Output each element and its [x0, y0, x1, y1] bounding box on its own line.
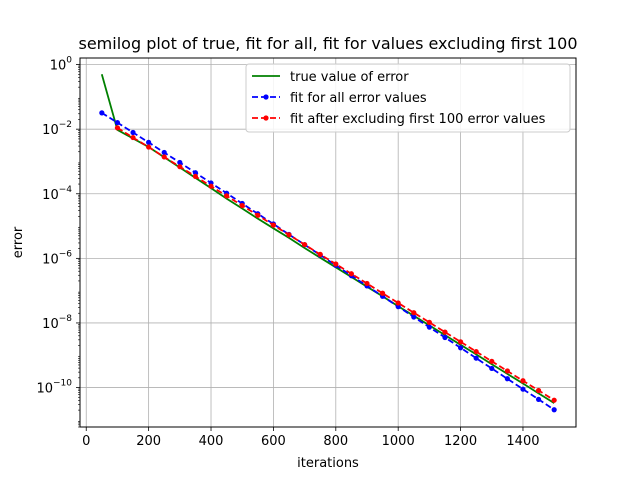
data-point — [504, 368, 510, 374]
legend-label: true value of error — [290, 70, 409, 85]
data-point — [473, 348, 479, 355]
legend-label: fit after excluding first 100 error valu… — [290, 112, 546, 127]
series-line — [101, 112, 555, 411]
data-point — [255, 212, 261, 218]
legend-box — [245, 63, 571, 133]
data-point — [114, 119, 121, 126]
data-point — [177, 159, 183, 166]
data-point — [333, 261, 339, 267]
x-axis-label: iterations — [297, 456, 359, 471]
data-point — [489, 358, 495, 364]
x-tick-label: 200 — [136, 434, 161, 449]
data-point — [348, 271, 354, 277]
data-point — [520, 378, 526, 384]
x-tick-label: 1400 — [506, 434, 539, 449]
data-point — [520, 386, 526, 392]
y-axis-label: error — [11, 226, 26, 258]
data-point — [551, 397, 557, 403]
x-tick-label: 800 — [323, 434, 348, 449]
data-point — [317, 251, 323, 257]
x-tick-label: 600 — [261, 434, 286, 449]
data-point — [146, 144, 152, 150]
data-point — [161, 154, 167, 160]
legend-marker — [263, 115, 269, 121]
series-3 — [114, 125, 557, 403]
data-point — [130, 129, 136, 136]
data-point — [99, 110, 105, 116]
series-line — [100, 74, 555, 404]
data-point — [224, 193, 230, 199]
data-point — [442, 334, 448, 341]
data-point — [395, 304, 401, 310]
legend-label: fit for all error values — [290, 91, 427, 106]
y-tick-label: 10−8 — [42, 314, 72, 332]
y-tick-label: 10−2 — [42, 120, 72, 138]
data-point — [504, 376, 510, 382]
legend-marker — [263, 94, 269, 100]
data-point — [302, 241, 308, 248]
y-tick-label: 10−6 — [42, 249, 72, 267]
data-point — [364, 280, 370, 287]
data-point — [114, 125, 121, 131]
series-layer — [99, 74, 557, 413]
data-point — [146, 139, 152, 145]
x-tick-label: 1200 — [444, 434, 477, 449]
data-point — [239, 203, 245, 209]
data-point — [489, 365, 495, 372]
data-point — [457, 339, 464, 345]
y-tick-label: 10−4 — [42, 185, 72, 203]
data-point — [442, 329, 448, 335]
data-point — [551, 407, 557, 413]
data-point — [411, 314, 417, 320]
data-point — [130, 134, 136, 141]
data-point — [161, 149, 167, 156]
y-tick-label: 10−10 — [36, 379, 72, 397]
data-point — [192, 170, 199, 176]
x-tick-label: 400 — [199, 434, 224, 449]
data-point — [379, 290, 386, 296]
chart-title: semilog plot of true, fit for all, fit f… — [79, 34, 578, 53]
data-point — [426, 319, 432, 326]
data-point — [411, 310, 417, 316]
data-point — [270, 222, 277, 228]
legend: true value of error fit for all error val… — [245, 63, 571, 133]
data-point — [457, 345, 464, 351]
data-point — [426, 324, 432, 330]
data-point — [286, 232, 292, 238]
data-point — [535, 396, 542, 402]
data-point — [208, 183, 214, 189]
data-point — [192, 173, 199, 180]
x-tick-label: 1000 — [382, 434, 415, 449]
data-point — [395, 300, 401, 306]
x-tick-label: 0 — [82, 434, 90, 449]
series-1 — [100, 74, 555, 404]
data-point — [535, 387, 542, 394]
data-point — [473, 355, 479, 361]
y-tick-label: 100 — [50, 56, 73, 74]
axis-ticks: 0 200 400 600 800 1000 1200 1400 100 10−2 10−4 10−6… — [36, 56, 539, 449]
data-point — [177, 164, 183, 170]
plot-frame — [79, 57, 577, 428]
